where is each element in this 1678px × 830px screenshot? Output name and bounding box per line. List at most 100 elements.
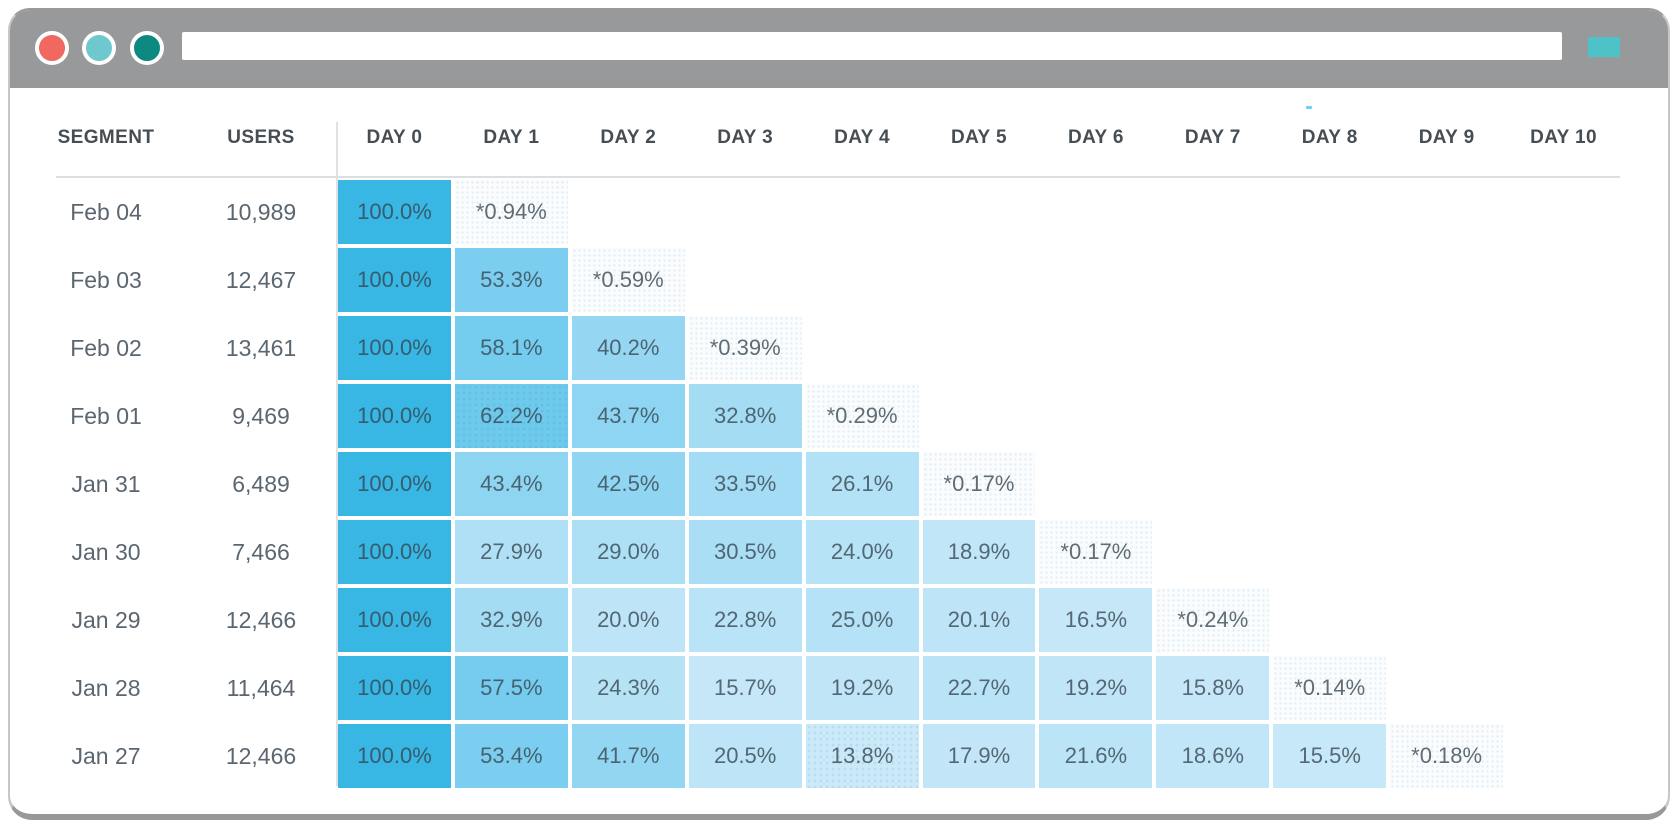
- retention-cell[interactable]: *0.24%: [1156, 588, 1270, 652]
- retention-cell[interactable]: *0.17%: [922, 452, 1036, 516]
- retention-cell[interactable]: 43.4%: [454, 452, 568, 516]
- segment-label: Jan 28: [71, 674, 141, 701]
- table-row: Jan 30 7,466 100.0% 27.9% 29.0% 30.5% 24.0% 18.…: [26, 518, 1622, 586]
- retention-cell[interactable]: 100.0%: [338, 384, 451, 448]
- segment-label: Feb 03: [70, 266, 142, 293]
- column-header-day-5: DAY 5: [951, 127, 1007, 148]
- table-row: Feb 02 13,461 100.0% 58.1% 40.2% *0.39%: [26, 314, 1622, 382]
- window-minimize-button[interactable]: [82, 31, 116, 65]
- segment-label: Feb 01: [70, 402, 142, 429]
- window-close-button[interactable]: [35, 31, 69, 65]
- retention-cell[interactable]: 53.4%: [454, 724, 568, 788]
- retention-cell[interactable]: 20.0%: [571, 588, 685, 652]
- retention-cell[interactable]: 19.2%: [805, 656, 919, 720]
- retention-cell[interactable]: 58.1%: [454, 316, 568, 380]
- column-header-day-0: DAY 0: [366, 127, 423, 148]
- table-header-row: SEGMENT USERS DAY 0 DAY 1 DAY 2 DAY 3 DAY 4 D…: [26, 98, 1622, 178]
- column-header-day-10: DAY 10: [1530, 127, 1597, 148]
- retention-cell[interactable]: 13.8%: [805, 724, 919, 788]
- retention-cell[interactable]: *0.14%: [1273, 656, 1387, 720]
- column-header-day-2: DAY 2: [600, 127, 657, 148]
- column-header-day-4: DAY 4: [834, 127, 891, 148]
- retention-cell[interactable]: 20.5%: [688, 724, 802, 788]
- segment-label: Feb 04: [70, 198, 142, 225]
- retention-cell[interactable]: 18.6%: [1156, 724, 1270, 788]
- header-column-divider: [336, 122, 338, 786]
- segment-label: Jan 27: [71, 742, 141, 769]
- table-row: Jan 31 6,489 100.0% 43.4% 42.5% 33.5% 26.1% *0.…: [26, 450, 1622, 518]
- retention-cell[interactable]: 62.2%: [454, 384, 568, 448]
- retention-cell[interactable]: 27.9%: [454, 520, 568, 584]
- browser-chrome: [10, 10, 1668, 88]
- retention-cell[interactable]: *0.94%: [454, 180, 568, 244]
- column-header-day-9: DAY 9: [1418, 127, 1475, 148]
- retention-cell[interactable]: 100.0%: [338, 180, 451, 244]
- table-row: Jan 27 12,466 100.0% 53.4% 41.7% 20.5% 13.8% 17…: [26, 722, 1622, 790]
- retention-cell[interactable]: 40.2%: [571, 316, 685, 380]
- retention-cell[interactable]: *0.39%: [688, 316, 802, 380]
- column-header-day-6: DAY 6: [1067, 127, 1124, 148]
- column-header-day-1: DAY 1: [483, 127, 540, 148]
- retention-cell[interactable]: *0.29%: [805, 384, 919, 448]
- retention-cell[interactable]: 15.8%: [1156, 656, 1270, 720]
- column-header-users: USERS: [227, 127, 295, 148]
- retention-cell[interactable]: 20.1%: [922, 588, 1036, 652]
- retention-cell[interactable]: 24.3%: [571, 656, 685, 720]
- retention-cell[interactable]: 100.0%: [338, 656, 451, 720]
- retention-cell[interactable]: 42.5%: [571, 452, 685, 516]
- retention-cell[interactable]: 15.7%: [688, 656, 802, 720]
- retention-cell[interactable]: 33.5%: [688, 452, 802, 516]
- retention-cell[interactable]: 29.0%: [571, 520, 685, 584]
- retention-cell[interactable]: 30.5%: [688, 520, 802, 584]
- retention-cell[interactable]: 100.0%: [338, 588, 451, 652]
- table-row: Feb 03 12,467 100.0% 53.3% *0.59%: [26, 246, 1622, 314]
- retention-cell[interactable]: 100.0%: [338, 520, 451, 584]
- segment-label: Jan 29: [71, 606, 141, 633]
- retention-cell[interactable]: *0.18%: [1390, 724, 1504, 788]
- browser-window: SEGMENT USERS DAY 0 DAY 1 DAY 2 DAY 3 DAY 4 D…: [8, 8, 1670, 820]
- retention-cell[interactable]: 32.9%: [454, 588, 568, 652]
- retention-cell[interactable]: 18.9%: [922, 520, 1036, 584]
- column-header-segment: SEGMENT: [57, 127, 155, 148]
- retention-cell[interactable]: 53.3%: [454, 248, 568, 312]
- browser-action-button[interactable]: [1588, 37, 1620, 57]
- retention-cell[interactable]: 22.7%: [922, 656, 1036, 720]
- retention-cell[interactable]: 32.8%: [688, 384, 802, 448]
- segment-label: Jan 30: [71, 538, 141, 565]
- users-value: 7,466: [232, 538, 290, 565]
- retention-cell[interactable]: 22.8%: [688, 588, 802, 652]
- column-header-day-8: DAY 8: [1301, 127, 1358, 148]
- users-value: 13,461: [225, 334, 297, 361]
- retention-cell[interactable]: 17.9%: [922, 724, 1036, 788]
- retention-cell[interactable]: 24.0%: [805, 520, 919, 584]
- header-underline: [56, 176, 1620, 178]
- retention-cell[interactable]: 19.2%: [1039, 656, 1153, 720]
- table-row: Jan 28 11,464 100.0% 57.5% 24.3% 15.7% 19.2% 22…: [26, 654, 1622, 722]
- retention-cell[interactable]: *0.59%: [571, 248, 685, 312]
- url-bar[interactable]: [182, 32, 1562, 60]
- retention-cell[interactable]: 26.1%: [805, 452, 919, 516]
- retention-cell[interactable]: 41.7%: [571, 724, 685, 788]
- retention-cell[interactable]: 15.5%: [1273, 724, 1387, 788]
- retention-cell[interactable]: 100.0%: [338, 452, 451, 516]
- users-value: 9,469: [232, 402, 290, 429]
- users-value: 12,467: [225, 266, 297, 293]
- users-value: 11,464: [226, 674, 296, 701]
- users-value: 6,489: [232, 470, 290, 497]
- retention-cell[interactable]: *0.17%: [1039, 520, 1153, 584]
- window-zoom-button[interactable]: [130, 31, 164, 65]
- retention-cell[interactable]: 43.7%: [571, 384, 685, 448]
- users-value: 12,466: [225, 742, 297, 769]
- stray-mark: [1306, 106, 1312, 109]
- retention-table: SEGMENT USERS DAY 0 DAY 1 DAY 2 DAY 3 DAY 4 D…: [26, 98, 1622, 790]
- retention-cell[interactable]: 100.0%: [338, 316, 451, 380]
- table-body: Feb 04 10,989 100.0% *0.94% Feb 03 12,467 100.…: [26, 178, 1622, 790]
- retention-cell[interactable]: 100.0%: [338, 724, 451, 788]
- users-value: 10,989: [225, 198, 297, 225]
- retention-cell[interactable]: 25.0%: [805, 588, 919, 652]
- retention-cell[interactable]: 16.5%: [1039, 588, 1153, 652]
- retention-cell[interactable]: 57.5%: [454, 656, 568, 720]
- retention-cell[interactable]: 100.0%: [338, 248, 451, 312]
- retention-cell[interactable]: 21.6%: [1039, 724, 1153, 788]
- segment-label: Jan 31: [71, 470, 141, 497]
